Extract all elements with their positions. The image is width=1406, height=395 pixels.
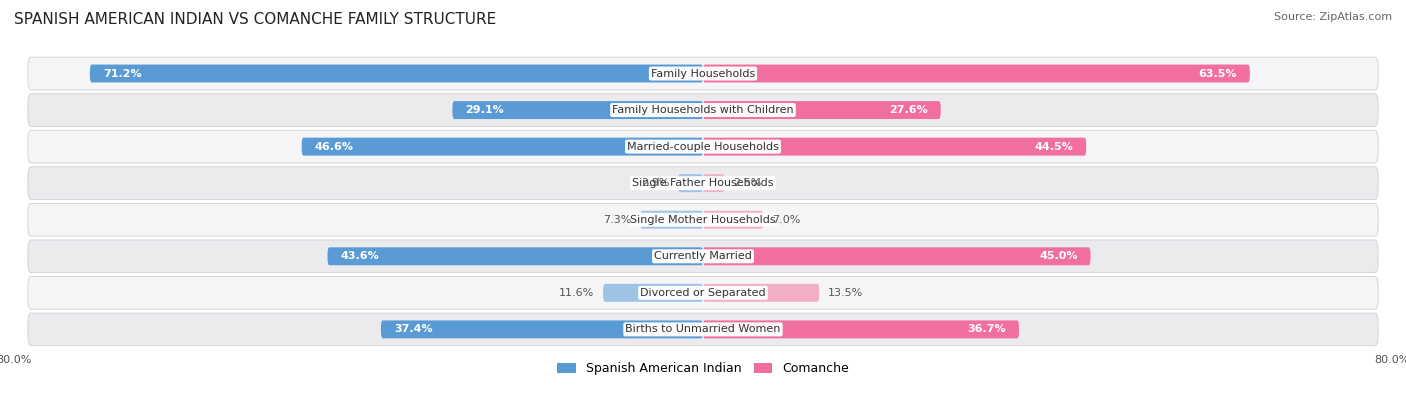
FancyBboxPatch shape [640,211,703,229]
FancyBboxPatch shape [328,247,703,265]
FancyBboxPatch shape [90,64,703,83]
Text: 29.1%: 29.1% [465,105,505,115]
Text: 45.0%: 45.0% [1039,251,1077,261]
FancyBboxPatch shape [28,203,1378,236]
FancyBboxPatch shape [28,240,1378,273]
Text: 7.0%: 7.0% [772,215,800,225]
Text: 2.5%: 2.5% [733,178,762,188]
Text: 46.6%: 46.6% [315,142,354,152]
Text: 37.4%: 37.4% [394,324,433,335]
Text: 7.3%: 7.3% [603,215,631,225]
Text: 2.9%: 2.9% [641,178,669,188]
Text: 80.0%: 80.0% [0,355,32,365]
Text: SPANISH AMERICAN INDIAN VS COMANCHE FAMILY STRUCTURE: SPANISH AMERICAN INDIAN VS COMANCHE FAMI… [14,12,496,27]
FancyBboxPatch shape [28,276,1378,309]
FancyBboxPatch shape [678,174,703,192]
FancyBboxPatch shape [28,167,1378,199]
Text: 63.5%: 63.5% [1198,68,1237,79]
Text: Family Households with Children: Family Households with Children [612,105,794,115]
Text: 44.5%: 44.5% [1035,142,1073,152]
Text: Married-couple Households: Married-couple Households [627,142,779,152]
FancyBboxPatch shape [703,137,1087,156]
FancyBboxPatch shape [28,57,1378,90]
Text: Births to Unmarried Women: Births to Unmarried Women [626,324,780,335]
FancyBboxPatch shape [453,101,703,119]
Text: Divorced or Separated: Divorced or Separated [640,288,766,298]
FancyBboxPatch shape [28,313,1378,346]
FancyBboxPatch shape [703,64,1250,83]
FancyBboxPatch shape [703,101,941,119]
Text: Single Father Households: Single Father Households [633,178,773,188]
FancyBboxPatch shape [703,320,1019,339]
FancyBboxPatch shape [703,211,763,229]
FancyBboxPatch shape [703,174,724,192]
Text: 71.2%: 71.2% [103,68,142,79]
FancyBboxPatch shape [703,247,1091,265]
Text: Source: ZipAtlas.com: Source: ZipAtlas.com [1274,12,1392,22]
FancyBboxPatch shape [28,94,1378,126]
Text: 27.6%: 27.6% [889,105,928,115]
FancyBboxPatch shape [381,320,703,339]
Text: 80.0%: 80.0% [1374,355,1406,365]
Text: Single Mother Households: Single Mother Households [630,215,776,225]
Text: 13.5%: 13.5% [828,288,863,298]
Text: Family Households: Family Households [651,68,755,79]
FancyBboxPatch shape [603,284,703,302]
Text: 43.6%: 43.6% [340,251,380,261]
FancyBboxPatch shape [703,284,820,302]
Text: Currently Married: Currently Married [654,251,752,261]
FancyBboxPatch shape [28,130,1378,163]
Text: 36.7%: 36.7% [967,324,1007,335]
Legend: Spanish American Indian, Comanche: Spanish American Indian, Comanche [551,357,855,380]
Text: 11.6%: 11.6% [560,288,595,298]
FancyBboxPatch shape [302,137,703,156]
